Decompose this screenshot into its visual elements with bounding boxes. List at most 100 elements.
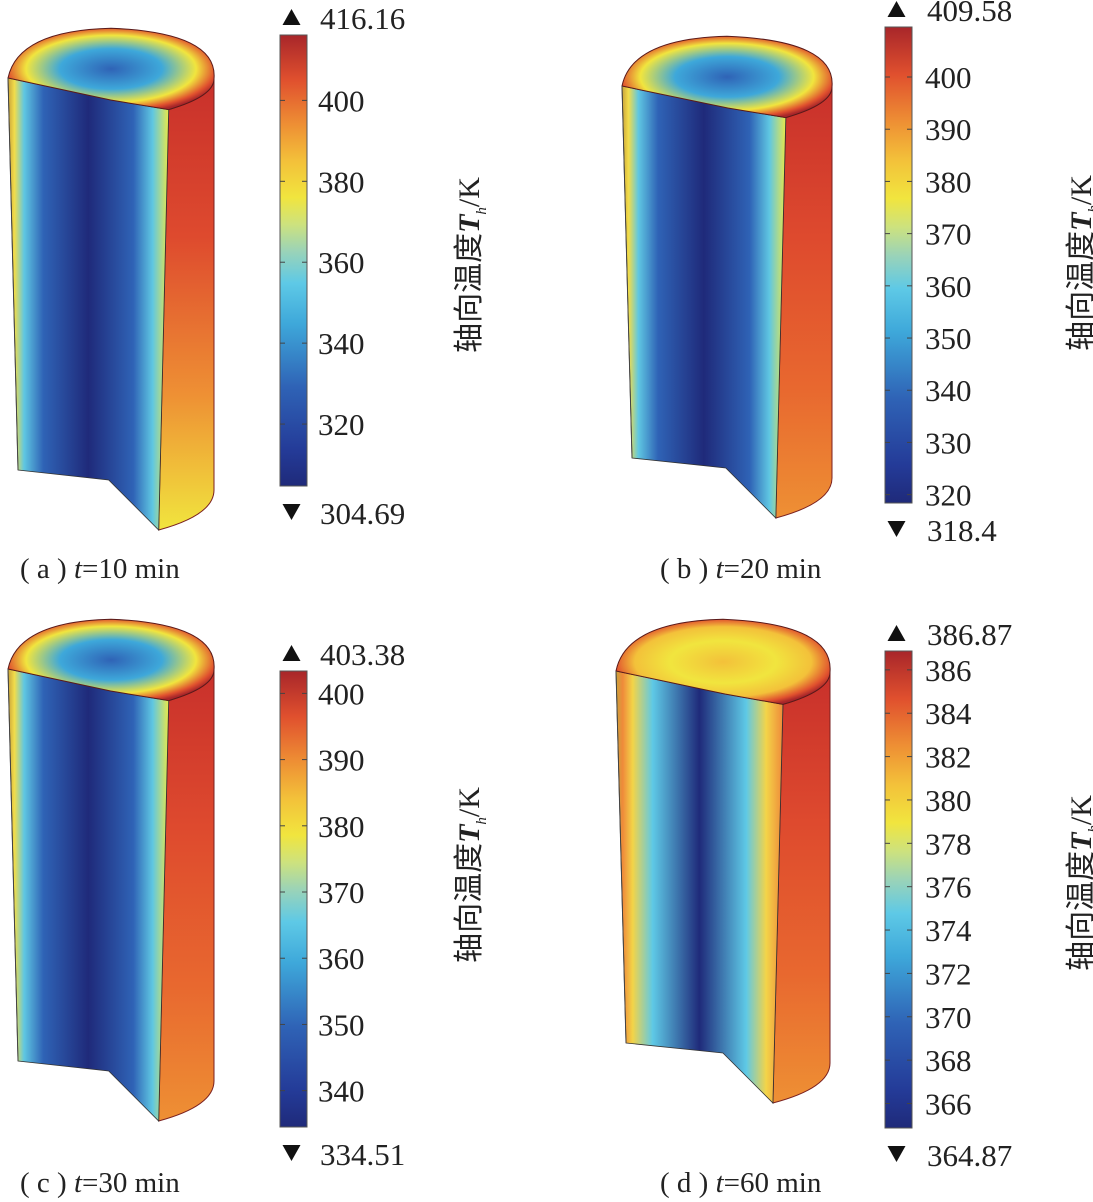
subplot-a: 320 340 360 380 400 416.16 304.69 ( a ) t=10 m… [0,0,546,601]
colorbar-tick-label: 400 [318,83,365,118]
max-value-label: 409.58 [927,0,1012,28]
subplot-d: 366 368 370 372 374 376 378 380 382 384 386 386.87 3… [547,601,1093,1202]
colorbar-tick-label: 366 [925,1086,972,1121]
colorbar-tick-label: 360 [318,941,365,976]
left-edge-line [7,77,19,471]
subplot-b: 320 330 340 350 360 370 380 390 400 409.58 318.4 (… [547,0,1093,601]
colorbar-tick-label: 400 [318,676,365,711]
colorbar-tick-label: 320 [318,407,365,442]
max-value-label: 403.38 [320,637,405,672]
subplot-a-figure: 320 340 360 380 400 416.16 304.69 [7,1,405,531]
colorbar-tick-label: 384 [925,696,972,731]
max-marker-triangle [887,625,906,641]
colorbar-tick-label: 390 [318,743,365,778]
colorbar-tick-label: 360 [925,269,972,304]
colorbar-tick-label: 350 [318,1007,365,1042]
cylinder-plot [615,618,831,1104]
subplot-c-caption: ( c ) t=30 min [20,1167,180,1200]
colorbar-bar [884,650,913,1129]
cylinder-plot [7,618,215,1122]
min-value-label: 364.87 [927,1138,1012,1173]
colorbar-tick-label: 340 [925,373,972,408]
colorbar-d-label: 轴向温度Th/K [1065,795,1093,971]
colorbar-tick-label: 376 [925,870,972,905]
caption-prefix: ( c ) [20,1167,74,1199]
subplot-c: 340 350 360 370 380 390 400 403.38 334.51 ( c ) … [0,601,546,1202]
section-cut-face [615,670,784,1104]
colorbar-tick-label: 378 [925,826,972,861]
cylinder-plot [621,35,833,519]
colorbar-tick-label: 390 [925,112,972,147]
caption-time-value: =20 min [723,553,822,585]
colorbar-b-label: 轴向温度Th/K [1065,175,1093,351]
top-cap [7,27,215,111]
colorbar-bar [884,26,913,504]
caption-prefix: ( a ) [20,553,74,585]
caption-prefix: ( d ) [660,1167,716,1199]
colorbar-bar [279,34,308,487]
colorbar-tick-label: 386 [925,653,972,688]
max-marker-triangle [282,645,301,661]
caption-time-value: =60 min [723,1167,822,1199]
colorbar-tick-label: 368 [925,1043,972,1078]
section-cut-face [7,77,170,531]
colorbar-tick-label: 340 [318,1074,365,1109]
left-edge-line [7,668,19,1062]
colorbar-tick-label: 320 [925,478,972,513]
caption-time-value: =10 min [82,553,180,585]
colorbar-tick-label: 370 [318,875,365,910]
colorbar-tick-label: 330 [925,425,972,460]
top-cap [7,618,215,702]
section-cut-face [7,668,170,1122]
min-marker-triangle [887,1146,906,1162]
colorbar-tick-label: 400 [925,60,972,95]
max-value-label: 416.16 [320,1,405,36]
subplot-b-figure: 320 330 340 350 360 370 380 390 400 409.58 318.4 [621,0,1012,548]
min-value-label: 304.69 [320,496,405,531]
caption-time-symbol: t [715,1167,724,1199]
colorbar-tick-label: 370 [925,217,972,252]
subplot-a-caption: ( a ) t=10 min [20,553,180,586]
caption-time-symbol: t [715,553,724,585]
max-value-label: 386.87 [927,617,1012,652]
left-edge-line [621,85,633,459]
max-marker-triangle [282,9,301,25]
colorbar-c-label: 轴向温度Th/K [453,787,490,963]
colorbar-tick-label: 380 [925,164,972,199]
min-marker-triangle [887,521,906,537]
max-marker-triangle [887,1,906,17]
caption-time-value: =30 min [82,1167,180,1199]
min-marker-triangle [282,504,301,520]
colorbar: 340 350 360 370 380 390 400 403.38 334.51 [279,637,405,1172]
colorbar-tick-label: 360 [318,245,365,280]
left-edge-line [615,670,627,1044]
subplot-b-caption: ( b ) t=20 min [660,553,821,586]
colorbar-tick-label: 350 [925,321,972,356]
colorbar-tick-label: 380 [318,809,365,844]
colorbar-a-label: 轴向温度Th/K [453,177,490,353]
section-cut-face [621,85,787,519]
colorbar: 320 330 340 350 360 370 380 390 400 409.58 318.4 [884,0,1012,548]
colorbar-tick-label: 380 [925,783,972,818]
colorbar-tick-label: 374 [925,913,972,948]
colorbar-tick-label: 382 [925,740,972,775]
colorbar: 320 340 360 380 400 416.16 304.69 [279,1,405,531]
colorbar-bar [279,670,308,1128]
top-cap [621,35,833,119]
colorbar-tick-label: 340 [318,326,365,361]
min-marker-triangle [282,1145,301,1161]
colorbar-tick-label: 372 [925,956,972,991]
caption-time-symbol: t [73,1167,82,1199]
colorbar-tick-label: 380 [318,164,365,199]
subplot-d-caption: ( d ) t=60 min [660,1167,821,1200]
caption-time-symbol: t [73,553,82,585]
top-cap [615,618,831,705]
min-value-label: 318.4 [927,513,997,548]
min-value-label: 334.51 [320,1137,405,1172]
caption-prefix: ( b ) [660,553,716,585]
cylinder-plot [7,27,215,531]
subplot-c-figure: 340 350 360 370 380 390 400 403.38 334.51 [7,618,405,1172]
colorbar-tick-label: 370 [925,1000,972,1035]
